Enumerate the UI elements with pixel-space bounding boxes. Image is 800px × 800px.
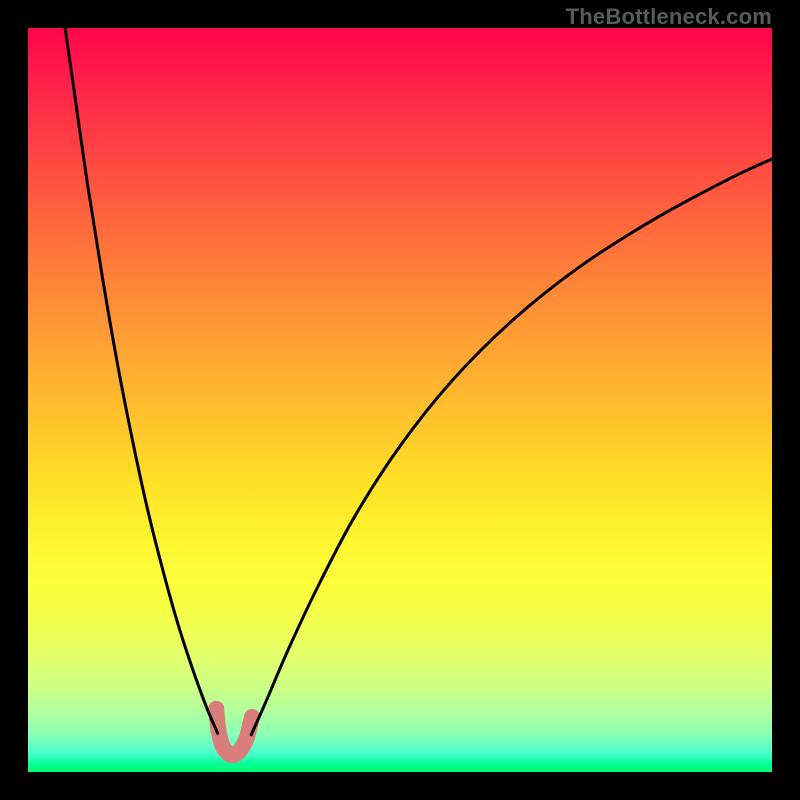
gradient-plot-area: [28, 28, 772, 772]
watermark-text: TheBottleneck.com: [566, 4, 772, 30]
bottleneck-chart: [0, 0, 800, 800]
chart-container: TheBottleneck.com: [0, 0, 800, 800]
